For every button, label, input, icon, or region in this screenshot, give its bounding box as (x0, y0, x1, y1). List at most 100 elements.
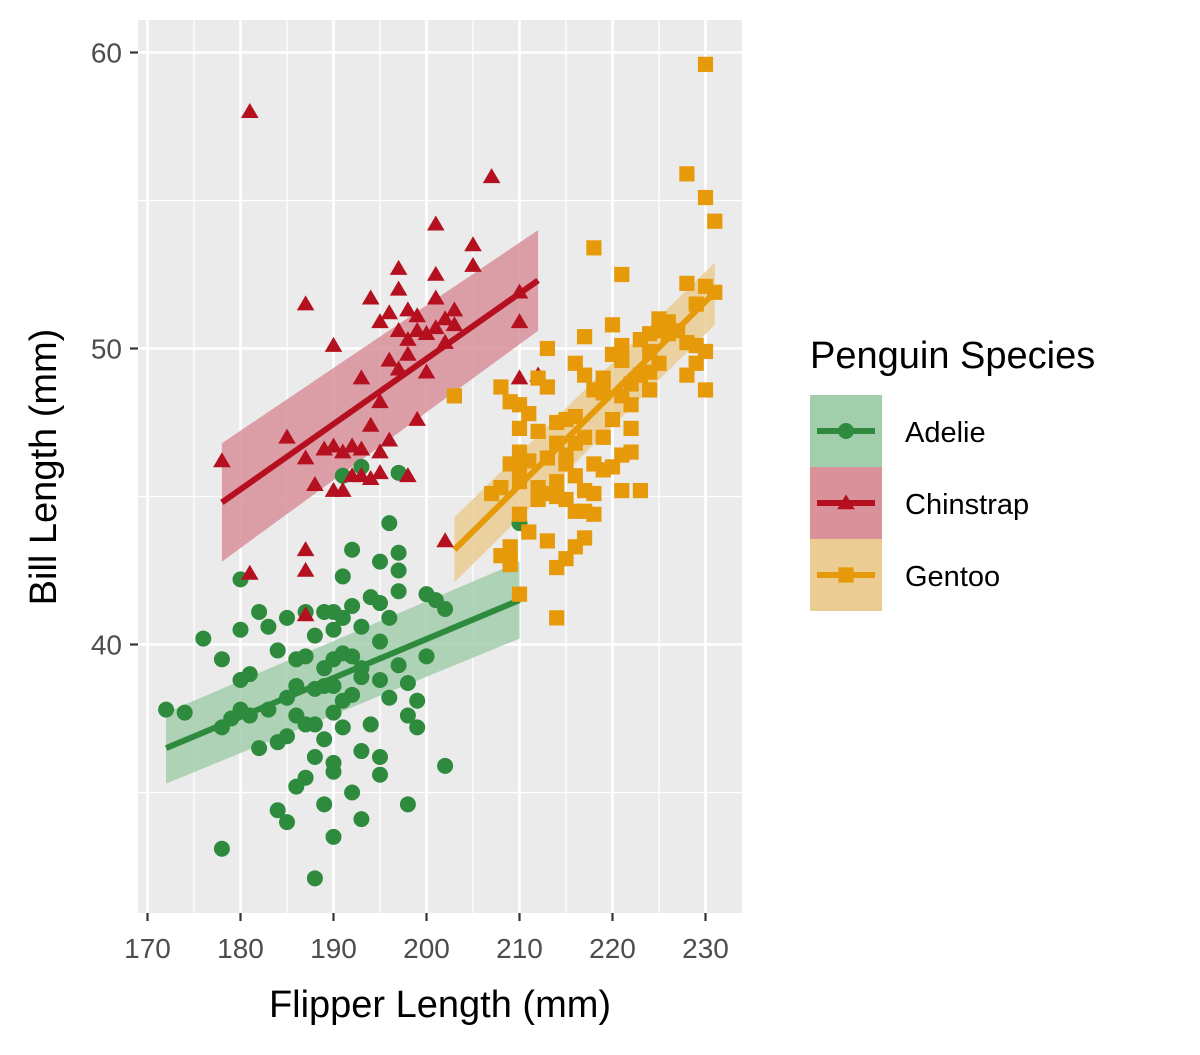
adelie-point (334, 568, 351, 585)
chinstrap-point (334, 443, 352, 459)
chinstrap-point (278, 428, 296, 444)
gentoo-point (679, 367, 695, 383)
chinstrap-point (510, 313, 529, 329)
chinstrap-point (343, 437, 361, 453)
adelie-point (437, 600, 454, 617)
chinstrap-point (241, 103, 259, 118)
adelie-point (362, 716, 379, 733)
gentoo-point (521, 524, 537, 540)
chinstrap-point (389, 360, 408, 376)
gentoo-point (521, 453, 537, 469)
gentoo-point (577, 329, 593, 345)
chinstrap-point (389, 259, 408, 275)
adelie-point (251, 740, 268, 757)
axes: 170 180 190 200 210 220 230 40 50 60 (91, 38, 729, 965)
x-axis-title: Flipper Length (mm) (269, 984, 611, 1026)
y-tick-label: 40 (91, 630, 122, 661)
adelie-point (372, 672, 388, 689)
x-tick-label: 220 (589, 933, 636, 964)
gentoo-point (549, 610, 565, 626)
adelie-point (306, 716, 323, 733)
gentoo-point (623, 397, 639, 413)
adelie-point (372, 766, 388, 783)
gentoo-point (697, 56, 714, 72)
gentoo-point (670, 323, 686, 339)
chinstrap-point (213, 452, 231, 468)
adelie-point (176, 704, 193, 721)
x-tick-label: 170 (124, 933, 171, 964)
chinstrap-point (352, 467, 371, 483)
gentoo-point (632, 482, 648, 499)
gentoo-point (577, 530, 593, 546)
legend-key-chinstrap-marker (837, 494, 855, 510)
gentoo-point (567, 355, 583, 371)
chinstrap-point (408, 307, 426, 323)
legend-keys: Adelie Chinstrap Gentoo (810, 395, 1029, 611)
gentoo-point (539, 340, 555, 357)
adelie-point (306, 748, 323, 765)
chinstrap-point (436, 310, 454, 326)
adelie-point (372, 633, 388, 650)
legend-label-chinstrap: Chinstrap (905, 489, 1029, 521)
chinstrap-point (408, 322, 426, 338)
adelie-point (399, 796, 416, 813)
gentoo-point (539, 450, 555, 466)
adelie-point (213, 651, 230, 668)
y-tick-label: 60 (91, 38, 122, 69)
adelie-point (306, 870, 323, 887)
gentoo-point (642, 382, 658, 398)
gentoo-point (586, 506, 602, 522)
chinstrap-point (361, 470, 380, 486)
adelie-point (390, 544, 407, 561)
x-tick-label: 200 (403, 933, 450, 964)
chinstrap-point (389, 280, 408, 296)
gentoo-point (614, 337, 630, 354)
gentoo-point (614, 482, 630, 499)
adelie-point (325, 677, 342, 694)
gentoo-point (679, 275, 695, 291)
chinstrap-point (380, 351, 399, 367)
legend-label-adelie: Adelie (905, 417, 986, 449)
chinstrap-point (510, 369, 529, 385)
adelie-point (316, 796, 333, 813)
chinstrap-point (445, 301, 464, 317)
adelie-point (279, 689, 295, 706)
legend-key-adelie-marker (838, 423, 854, 439)
gentoo-point (586, 240, 602, 256)
legend-label-gentoo: Gentoo (905, 561, 1000, 593)
adelie-point (213, 840, 230, 857)
adelie-point (232, 621, 249, 638)
chinstrap-point (352, 440, 371, 456)
adelie-point (344, 598, 361, 615)
gentoo-point (614, 266, 630, 283)
chinstrap-trend-line (220, 277, 540, 505)
chinstrap-point (324, 336, 343, 352)
adelie-point (325, 704, 342, 721)
adelie-point (418, 648, 435, 665)
gentoo-point (604, 411, 621, 428)
gentoo-point (558, 551, 574, 567)
chinstrap-point (324, 437, 343, 453)
adelie-point (195, 630, 212, 647)
chinstrap-point (380, 304, 399, 320)
chinstrap-point (371, 464, 389, 480)
chinstrap-point (352, 369, 371, 385)
adelie-point (390, 562, 407, 579)
gentoo-point (502, 551, 518, 567)
adelie-point (344, 648, 361, 665)
gentoo-point (567, 408, 583, 425)
adelie-point (158, 701, 175, 718)
legend: Penguin Species Adelie Chinstrap Gentoo (810, 335, 1095, 611)
data-points (158, 56, 723, 887)
gentoo-point (688, 296, 704, 312)
chinstrap-point (399, 345, 417, 361)
chinstrap-point (241, 564, 259, 580)
adelie-point (297, 648, 314, 665)
chinstrap-point (464, 236, 482, 252)
adelie-point (372, 748, 388, 765)
gentoo-point (604, 317, 621, 333)
gentoo-point (502, 539, 518, 555)
chinstrap-point (296, 295, 315, 311)
gentoo-point (604, 459, 621, 475)
